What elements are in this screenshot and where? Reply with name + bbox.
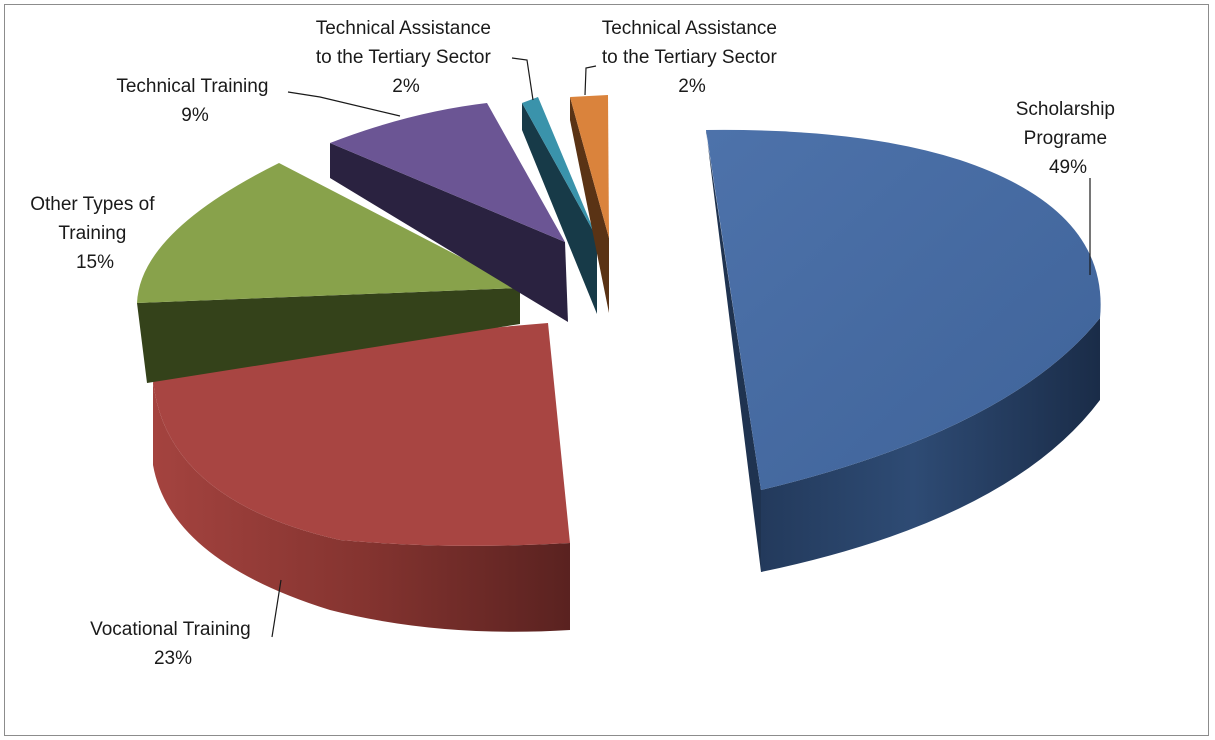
leader-line-tech-assist-orange bbox=[584, 65, 597, 96]
slice-other-training[interactable] bbox=[137, 163, 520, 383]
slice-vocational-top bbox=[153, 323, 570, 546]
label-vocational: Vocational Training 23% bbox=[90, 619, 256, 669]
slice-scholarship[interactable] bbox=[706, 129, 1101, 572]
slice-scholarship-rim bbox=[761, 318, 1100, 572]
slice-other-training-side bbox=[137, 288, 520, 383]
slice-tech-assist-teal[interactable] bbox=[522, 97, 597, 314]
slice-technical-training-side bbox=[330, 143, 568, 322]
leader-line-technical-training bbox=[287, 91, 401, 117]
slice-technical-training[interactable] bbox=[330, 103, 568, 322]
label-scholarship: Scholarship Programe 49% bbox=[1016, 99, 1121, 178]
leader-line-tech-assist-teal bbox=[511, 57, 534, 101]
slice-tech-assist-orange-side bbox=[570, 97, 609, 313]
slice-scholarship-top bbox=[706, 129, 1101, 490]
slice-technical-training-top bbox=[330, 103, 565, 242]
label-tech-assist-orange: Technical Assistance to the Tertiary Sec… bbox=[602, 18, 783, 97]
label-tech-assist-teal: Technical Assistance to the Tertiary Sec… bbox=[316, 18, 497, 97]
slice-tech-assist-orange[interactable] bbox=[570, 95, 609, 313]
label-technical-training: Technical Training 9% bbox=[116, 76, 273, 126]
label-other-training: Other Types of Training 15% bbox=[30, 194, 160, 273]
leader-line-vocational bbox=[271, 579, 282, 638]
slice-other-training-top bbox=[137, 163, 520, 303]
slice-vocational[interactable] bbox=[153, 323, 570, 632]
slice-vocational-rim bbox=[153, 380, 570, 632]
slice-tech-assist-teal-top bbox=[522, 97, 597, 238]
slice-tech-assist-orange-top bbox=[570, 95, 609, 238]
slice-scholarship-side-face bbox=[706, 130, 761, 572]
slice-tech-assist-teal-side bbox=[522, 103, 597, 314]
